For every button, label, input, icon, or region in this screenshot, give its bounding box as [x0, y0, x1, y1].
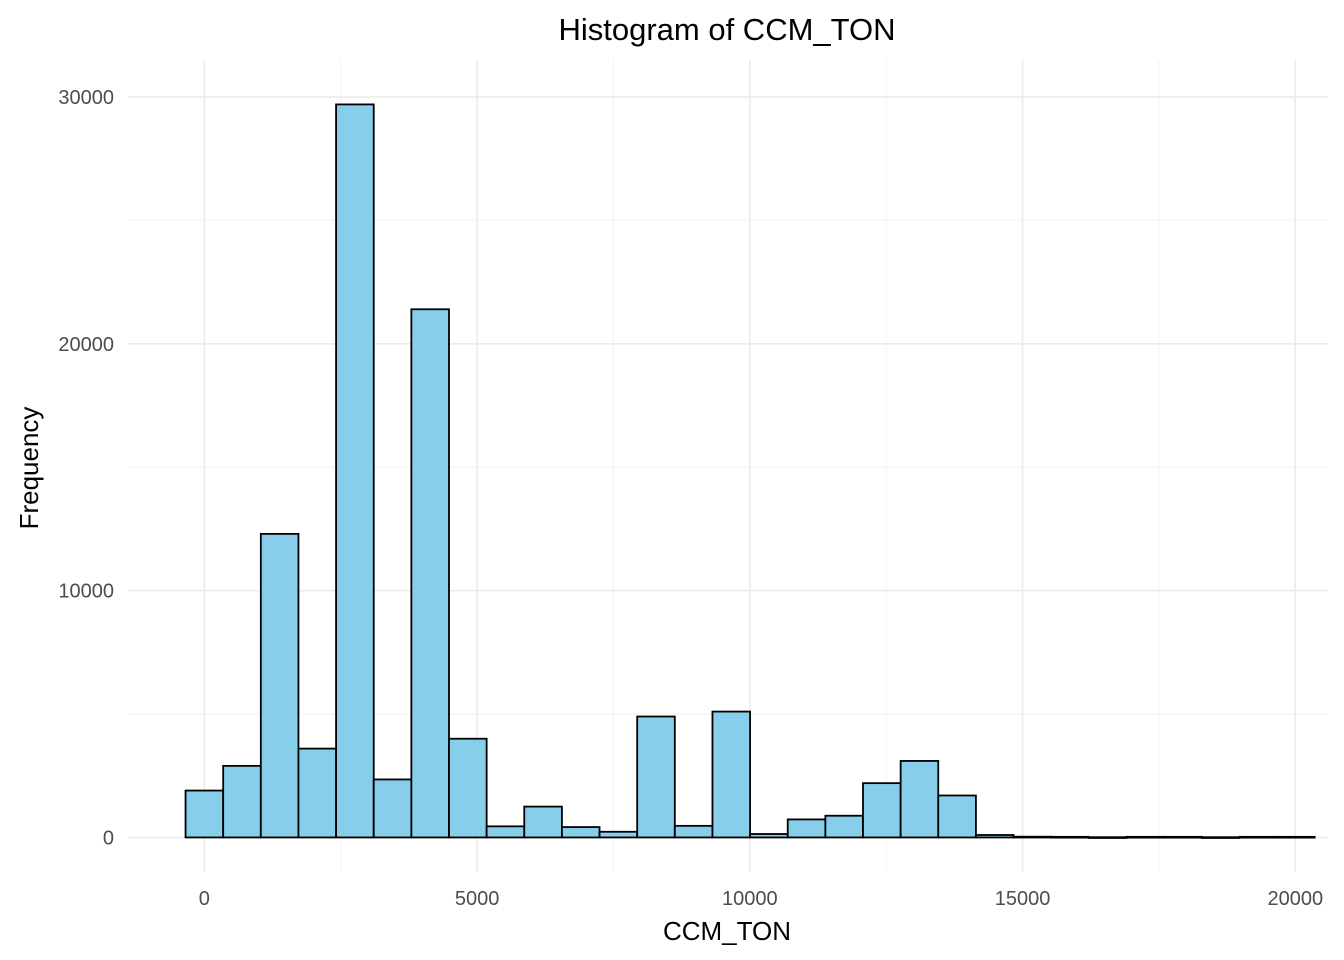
histogram-bar: [786, 818, 827, 839]
y-tick-label: 30000: [58, 87, 114, 109]
y-axis-tick-labels: 0 10000 20000 30000: [58, 87, 114, 849]
histogram-bar: [184, 789, 225, 839]
y-tick-label: 0: [103, 827, 114, 849]
histogram-bar: [523, 805, 563, 839]
histogram-bar: [1238, 835, 1278, 839]
x-tick-label: 5000: [455, 888, 500, 910]
y-tick-label: 10000: [58, 581, 114, 603]
histogram-bar: [975, 834, 1015, 839]
histogram-bar: [937, 794, 977, 839]
histogram-bar: [335, 103, 375, 839]
histogram-bar: [561, 826, 601, 839]
histogram-bar: [711, 710, 751, 839]
x-tick-label: 15000: [995, 888, 1051, 910]
x-axis-tick-labels: 0 5000 10000 15000 20000: [199, 888, 1323, 910]
x-tick-label: 10000: [722, 888, 778, 910]
histogram-bar: [222, 764, 262, 839]
histogram-bar: [259, 532, 300, 839]
histogram-bar: [862, 782, 902, 839]
histogram-bar: [297, 747, 337, 839]
chart-title: Histogram of CCM_TON: [558, 12, 895, 47]
histogram-bar: [1200, 836, 1241, 839]
histogram-bar: [448, 737, 488, 839]
minor-gridlines-y: [128, 219, 1328, 715]
histogram-bar: [1125, 835, 1165, 839]
y-tick-label: 20000: [58, 334, 114, 356]
histogram-bar: [1050, 835, 1090, 839]
histogram-bars: [184, 103, 1316, 839]
histogram-bar: [410, 308, 450, 839]
histogram-bar: [636, 715, 676, 839]
histogram-bar: [372, 778, 413, 839]
histogram-bar: [824, 814, 864, 839]
histogram-bar: [1163, 835, 1203, 839]
histogram-bar: [899, 760, 940, 839]
histogram-bar: [673, 824, 714, 839]
histogram-bar: [485, 825, 526, 839]
histogram-bar: [749, 833, 789, 839]
histogram-bar: [1012, 835, 1053, 839]
x-tick-label: 20000: [1267, 888, 1323, 910]
y-axis-title: Frequency: [14, 407, 44, 530]
x-tick-label: 0: [199, 888, 210, 910]
histogram-bar: [1087, 836, 1128, 839]
histogram-bar: [598, 830, 639, 839]
x-axis-title: CCM_TON: [663, 916, 791, 946]
histogram-bar: [1276, 835, 1316, 839]
